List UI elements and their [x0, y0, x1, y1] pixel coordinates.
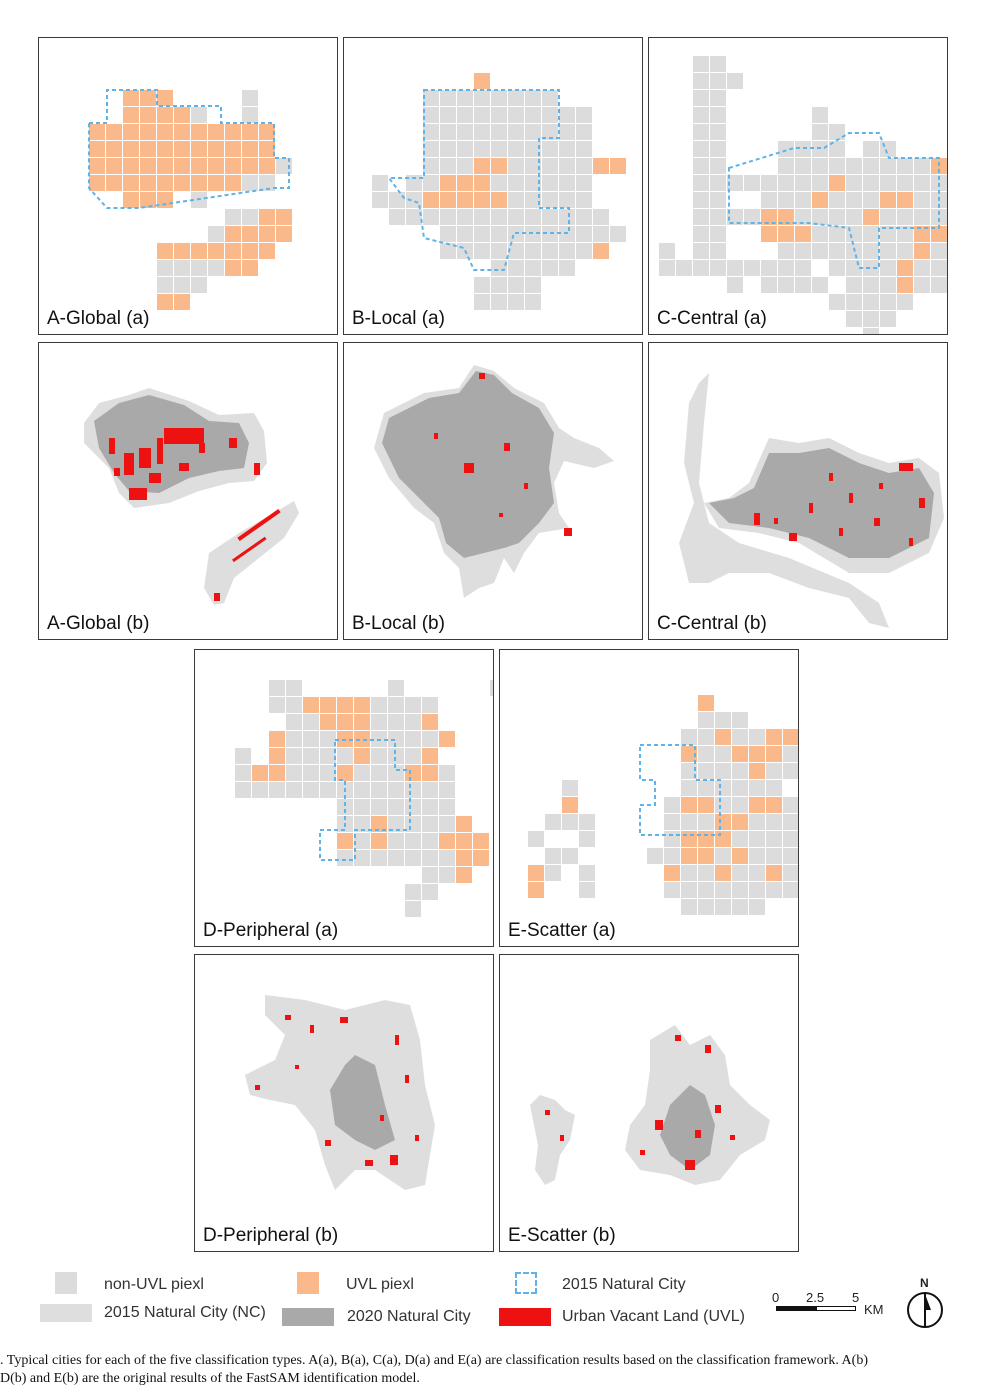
panel-label: B-Local (a) [352, 308, 445, 329]
legend-swatch-uvl-land [499, 1308, 551, 1326]
panel-label: A-Global (b) [47, 613, 150, 634]
raw-map-a-global [84, 388, 299, 605]
panel-label: D-Peripheral (a) [203, 920, 339, 941]
caption-line-2: D(b) and E(b) are the original results o… [0, 1371, 420, 1386]
legend-label-uvl-land: Urban Vacant Land (UVL) [562, 1308, 745, 1325]
legend: non-UVL piexl UVL piexl 2015 Natural Cit… [0, 1262, 985, 1342]
caption-line-1: . Typical cities for each of the five cl… [0, 1353, 868, 1368]
scale-tick-0: 0 [772, 1290, 780, 1305]
panel-c-central-b: C-Central (b) [648, 342, 948, 640]
raw-map-d-peripheral [245, 995, 435, 1190]
panel-c-central-a: C-Central (a) [648, 37, 948, 335]
legend-label-non-uvl: non-UVL piexl [104, 1276, 204, 1293]
raw-map-b-local [374, 365, 614, 598]
legend-swatch-nc2015 [40, 1304, 92, 1322]
panel-label: C-Central (a) [657, 308, 767, 329]
legend-label-nc2015: 2015 Natural City (NC) [104, 1304, 266, 1321]
panel-e-scatter-b: E-Scatter (b) [499, 954, 799, 1252]
raw-map-e-scatter [530, 1025, 770, 1185]
panel-label: E-Scatter (b) [508, 1225, 616, 1246]
grid-map-b-local [372, 73, 626, 310]
scale-tick-5: 5 [852, 1290, 860, 1305]
panel-b-local-a: B-Local (a) [343, 37, 643, 335]
legend-swatch-non-uvl [55, 1272, 77, 1294]
scale-tick-2-5: 2.5 [806, 1290, 825, 1305]
north-arrow-icon: N [903, 1276, 947, 1332]
panel-label: E-Scatter (a) [508, 920, 616, 941]
legend-label-uvl: UVL piexl [346, 1276, 414, 1293]
panel-d-peripheral-a: D-Peripheral (a) [194, 649, 494, 947]
panel-a-global-a: A-Global (a) [38, 37, 338, 335]
north-label: N [920, 1276, 929, 1290]
grid-map-a-global [88, 89, 292, 310]
legend-label-nc2020: 2020 Natural City [347, 1308, 471, 1325]
scale-bar-graphic [776, 1306, 856, 1311]
grid-map-d-peripheral [235, 680, 493, 917]
legend-swatch-nc2020 [282, 1308, 334, 1326]
legend-swatch-nc2015-outline [515, 1272, 537, 1294]
legend-label-nc2015-outline: 2015 Natural City [562, 1276, 686, 1293]
panel-label: C-Central (b) [657, 613, 767, 634]
panel-label: D-Peripheral (b) [203, 1225, 339, 1246]
figure-caption: . Typical cities for each of the five cl… [0, 1352, 985, 1388]
panel-a-global-b: A-Global (b) [38, 342, 338, 640]
scale-unit: KM [864, 1302, 884, 1317]
panel-e-scatter-a: E-Scatter (a) [499, 649, 799, 947]
grid-map-e-scatter [528, 695, 798, 915]
legend-swatch-uvl [297, 1272, 319, 1294]
grid-map-c-central [659, 56, 947, 334]
panel-label: A-Global (a) [47, 308, 150, 329]
panel-d-peripheral-b: D-Peripheral (b) [194, 954, 494, 1252]
raw-map-c-central [679, 373, 944, 628]
panel-label: B-Local (b) [352, 613, 445, 634]
panel-b-local-b: B-Local (b) [343, 342, 643, 640]
